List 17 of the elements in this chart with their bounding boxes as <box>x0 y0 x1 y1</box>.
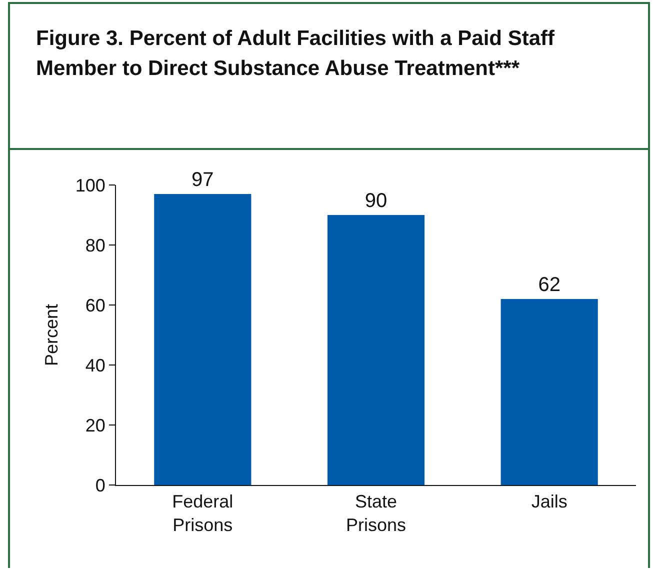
x-tick-label: State Prisons <box>346 492 406 535</box>
bar <box>500 299 598 485</box>
bar <box>154 194 252 485</box>
data-label: 90 <box>364 190 388 212</box>
y-tick-label: 40 <box>85 355 106 376</box>
y-tick-label: 0 <box>95 475 106 496</box>
data-label: 62 <box>538 274 560 296</box>
y-axis-title: Percent <box>42 304 62 366</box>
y-tick-label: 80 <box>85 235 106 256</box>
bar <box>327 215 425 485</box>
data-label: 97 <box>192 169 214 191</box>
chart-title: Figure 3. Percent of Adult Facilities with a Paid Staff Member to Direct Substance Abuse Treatment*** <box>10 4 648 150</box>
y-tick-label: 20 <box>85 415 106 436</box>
x-tick-label: Jails <box>531 492 568 512</box>
y-tick-label: 100 <box>75 175 106 196</box>
y-tick-label: 60 <box>85 295 106 316</box>
x-tick-label: Federal Prisons <box>172 492 234 535</box>
